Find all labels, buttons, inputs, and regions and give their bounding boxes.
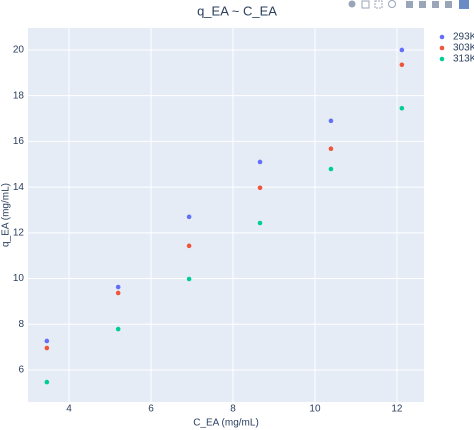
point — [44, 379, 50, 385]
pan-button[interactable] — [361, 0, 370, 9]
y-tick-label: 14 — [13, 182, 25, 193]
y-tick-label: 18 — [13, 90, 25, 101]
reset-button[interactable] — [445, 1, 452, 8]
point — [44, 345, 50, 351]
point — [399, 105, 405, 111]
point — [328, 118, 334, 124]
point — [186, 276, 192, 282]
plotly-logo[interactable] — [459, 0, 469, 9]
point — [328, 146, 334, 152]
y-tick-label: 16 — [13, 136, 25, 147]
point — [115, 284, 121, 290]
point — [257, 185, 263, 191]
legend-label: 293K — [453, 32, 474, 43]
x-tick-label: 8 — [230, 404, 236, 415]
y-tick-label: 8 — [18, 319, 24, 330]
lasso-button[interactable] — [388, 0, 396, 8]
point — [186, 214, 192, 220]
point — [257, 220, 263, 226]
autoscale-button[interactable] — [432, 1, 439, 8]
select-button[interactable] — [374, 0, 383, 9]
y-tick-label: 20 — [13, 45, 25, 56]
point — [399, 62, 405, 68]
legend-label: 313K — [453, 54, 474, 65]
y-tick-label: 6 — [18, 365, 24, 376]
legend-marker — [439, 45, 445, 51]
y-tick-label: 10 — [13, 273, 25, 284]
x-tick-label: 12 — [391, 404, 403, 415]
modebar[interactable] — [348, 0, 470, 9]
x-tick-label: 4 — [66, 404, 72, 415]
plot-area — [28, 28, 424, 402]
point — [399, 47, 405, 53]
point — [328, 166, 334, 172]
zoom-out-button[interactable] — [419, 1, 426, 8]
y-tick-label: 12 — [13, 227, 25, 238]
y-axis-label: q_EA (mg/mL) — [1, 183, 12, 247]
x-axis-label: C_EA (mg/mL) — [193, 418, 259, 429]
point — [44, 338, 50, 344]
chart-title: q_EA ~ C_EA — [197, 3, 277, 18]
legend-label: 303K — [453, 43, 474, 54]
legend-marker — [439, 34, 445, 40]
legend-marker — [439, 56, 445, 62]
point — [257, 159, 263, 165]
zoom-in-button[interactable] — [406, 1, 413, 8]
point — [115, 290, 121, 296]
point — [115, 326, 121, 332]
zoom-button[interactable] — [348, 0, 356, 8]
x-tick-label: 6 — [148, 404, 154, 415]
x-tick-label: 10 — [309, 404, 321, 415]
point — [186, 243, 192, 249]
